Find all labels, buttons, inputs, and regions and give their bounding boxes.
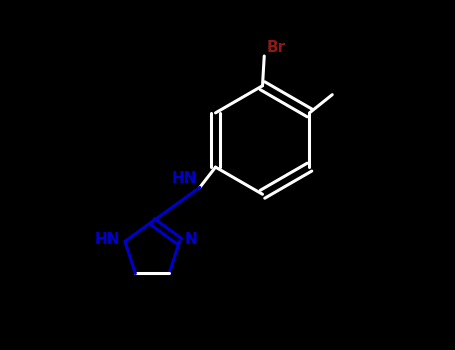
Text: N: N: [184, 232, 197, 247]
Text: HN: HN: [95, 232, 120, 247]
Text: HN: HN: [172, 171, 197, 186]
Text: Br: Br: [267, 40, 286, 55]
